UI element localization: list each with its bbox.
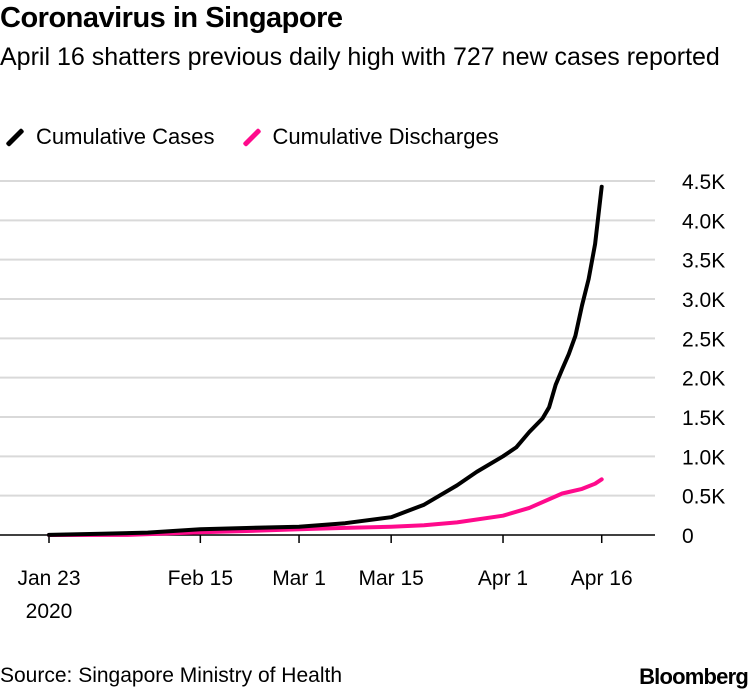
y-tick-label: 4.0K <box>682 210 725 233</box>
y-tick-label: 1.5K <box>682 407 725 430</box>
y-tick-label: 2.0K <box>682 368 725 391</box>
x-tick-label: Mar 1 <box>272 567 326 590</box>
x-year-label: 2020 <box>26 600 73 623</box>
series-line-cumulative-discharges <box>47 477 604 537</box>
y-tick-label: 0.5K <box>682 486 725 509</box>
chart-subtitle: April 16 shatters previous daily high wi… <box>0 43 720 71</box>
legend-item-cases: Cumulative Cases <box>0 124 215 150</box>
y-tick-label: 3.5K <box>682 250 725 273</box>
legend: Cumulative Cases Cumulative Discharges <box>0 124 521 150</box>
y-tick-label: 1.0K <box>682 446 725 469</box>
source-note: Source: Singapore Ministry of Health <box>0 664 342 687</box>
x-tick-label: Mar 15 <box>358 567 423 590</box>
x-tick-label: Feb 15 <box>168 567 233 590</box>
y-tick-label: 0 <box>682 525 694 548</box>
chart-title: Coronavirus in Singapore <box>0 2 343 34</box>
series-line-cumulative-cases <box>47 184 604 537</box>
y-tick-label: 4.5K <box>682 171 725 194</box>
legend-item-discharges: Cumulative Discharges <box>237 124 499 150</box>
y-tick-label: 2.5K <box>682 328 725 351</box>
y-tick-label: 3.0K <box>682 289 725 312</box>
legend-label-cases: Cumulative Cases <box>36 124 215 149</box>
legend-label-discharges: Cumulative Discharges <box>272 124 499 149</box>
x-tick-label: Apr 1 <box>478 567 528 590</box>
x-tick-label: Jan 23 <box>17 567 80 590</box>
x-tick-label: Apr 16 <box>571 567 633 590</box>
bloomberg-logo: Bloomberg <box>639 664 749 689</box>
